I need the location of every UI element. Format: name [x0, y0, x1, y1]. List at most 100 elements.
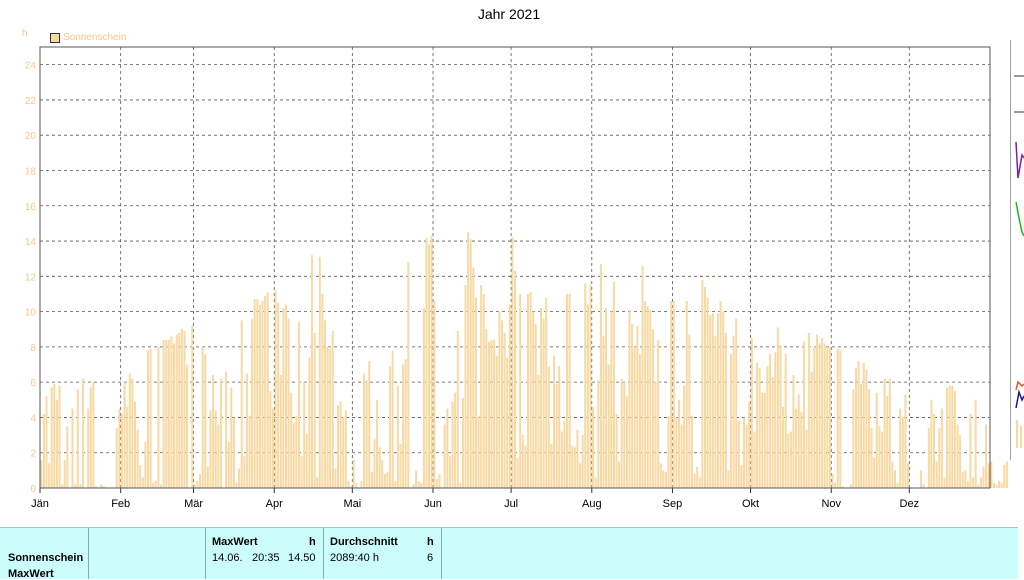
sunshine-bar	[888, 378, 891, 488]
sunshine-bar	[136, 429, 139, 488]
sunshine-bar	[199, 473, 202, 488]
sunshine-bar	[126, 406, 129, 488]
sunshine-bar	[495, 355, 498, 488]
sunshine-bar	[331, 331, 334, 488]
sunshine-bar	[607, 364, 610, 488]
sunshine-bar	[602, 336, 605, 488]
y-tick-label: 14	[25, 237, 37, 248]
x-tick-label: Okt	[742, 498, 759, 510]
sunshine-bar	[748, 401, 751, 488]
sunshine-bar	[219, 378, 222, 488]
sunshine-bar	[633, 346, 636, 488]
sunshine-bar	[800, 412, 803, 488]
sunshine-bar	[284, 304, 287, 488]
sunshine-bar	[904, 394, 907, 488]
sunshine-bar	[735, 318, 738, 488]
sunshine-bar	[701, 279, 704, 488]
y-tick-label: 6	[30, 378, 36, 389]
sunshine-bar	[147, 350, 150, 488]
sunshine-bar	[802, 341, 805, 488]
sunshine-bar	[766, 366, 769, 488]
sunshine-bar	[883, 378, 886, 488]
sunshine-bar	[779, 345, 782, 488]
sunshine-bar	[350, 486, 353, 488]
sunshine-bar	[670, 301, 673, 488]
sunshine-bar	[464, 285, 467, 488]
sunshine-bar	[568, 293, 571, 488]
x-tick-label: Mär	[184, 498, 203, 510]
sunshine-bar	[162, 339, 165, 488]
sunshine-bar	[524, 445, 527, 488]
sunshine-bar	[277, 302, 280, 488]
sunshine-bar	[597, 380, 600, 488]
sunshine-bar	[297, 322, 300, 488]
sunshine-bar	[698, 477, 701, 488]
sunshine-bar	[206, 466, 209, 488]
x-tick-label: Dez	[900, 498, 920, 510]
y-tick-label: 8	[30, 343, 36, 354]
sunshine-bar	[58, 385, 61, 488]
sunshine-bar	[337, 405, 340, 488]
sunshine-bar	[644, 301, 647, 488]
sunshine-bar	[1005, 461, 1008, 488]
y-tick-label: 2	[30, 449, 36, 460]
sunshine-bar	[334, 468, 337, 488]
sunshine-bar	[784, 353, 787, 488]
y-tick-label: 20	[25, 131, 37, 142]
sunshine-bar	[467, 232, 470, 488]
durchschnitt-header: Durchschnitt	[330, 536, 398, 548]
sunshine-bar	[212, 375, 215, 488]
sunshine-bar	[875, 392, 878, 488]
sunshine-bar	[352, 459, 355, 488]
sunshine-bar	[76, 389, 79, 488]
sunshine-bar	[592, 406, 595, 488]
sunshine-bar	[730, 353, 733, 488]
sunshine-bar	[261, 301, 264, 488]
sunshine-bar	[763, 392, 766, 488]
sunshine-bar	[573, 447, 576, 488]
maxwert-cell: MaxWert h 14.06. 20:35 14.50	[206, 528, 324, 579]
sunshine-bar	[854, 368, 857, 488]
y-tick-label: 16	[25, 202, 37, 213]
sunshine-bar	[383, 473, 386, 488]
bar-series	[40, 232, 1008, 488]
sunshine-bar	[761, 392, 764, 488]
sunshine-bar	[415, 470, 418, 488]
sunshine-bar	[279, 375, 282, 488]
sunshine-bar	[555, 383, 558, 488]
sunshine-bar	[834, 482, 837, 488]
y-tick-label: 4	[30, 413, 36, 424]
sunshine-bar	[128, 373, 131, 488]
sunshine-bar	[376, 399, 379, 488]
sunshine-bar	[805, 429, 808, 488]
sunshine-bar	[438, 473, 441, 488]
sunshine-bar	[243, 456, 246, 488]
sunshine-bar	[612, 281, 615, 488]
sunshine-bar	[563, 420, 566, 488]
y-tick-label: 0	[30, 484, 36, 495]
sunshine-bar	[995, 484, 998, 488]
sunshine-bar	[1000, 482, 1003, 488]
sunshine-bar	[560, 431, 563, 488]
sunshine-bar	[422, 308, 425, 488]
legend[interactable]: Sonnenschein	[50, 32, 126, 43]
sunshine-bar	[480, 285, 483, 488]
sunshine-bar	[867, 389, 870, 488]
sunshine-bar	[316, 477, 319, 488]
chart-title: Jahr 2021	[477, 6, 541, 22]
sunshine-bar	[717, 313, 720, 488]
maxwert-date: 14.06.	[212, 552, 243, 564]
sunshine-bar	[40, 459, 43, 488]
maxwert-time: 20:35	[252, 552, 280, 564]
sunshine-bar	[880, 431, 883, 488]
sunshine-bar	[758, 368, 761, 488]
sunshine-bar	[48, 463, 51, 488]
x-tick-labels: Jän Feb Mär Apr Mai Jun Jul Aug Sep Okt Nov Dez	[31, 488, 919, 510]
sunshine-bar	[623, 382, 626, 488]
sunshine-bar	[948, 385, 951, 488]
sunshine-bar	[641, 265, 644, 488]
sunshine-bar	[688, 334, 691, 488]
sunshine-bar	[310, 255, 313, 488]
sunshine-bar	[50, 387, 53, 488]
sunshine-bar	[719, 301, 722, 488]
